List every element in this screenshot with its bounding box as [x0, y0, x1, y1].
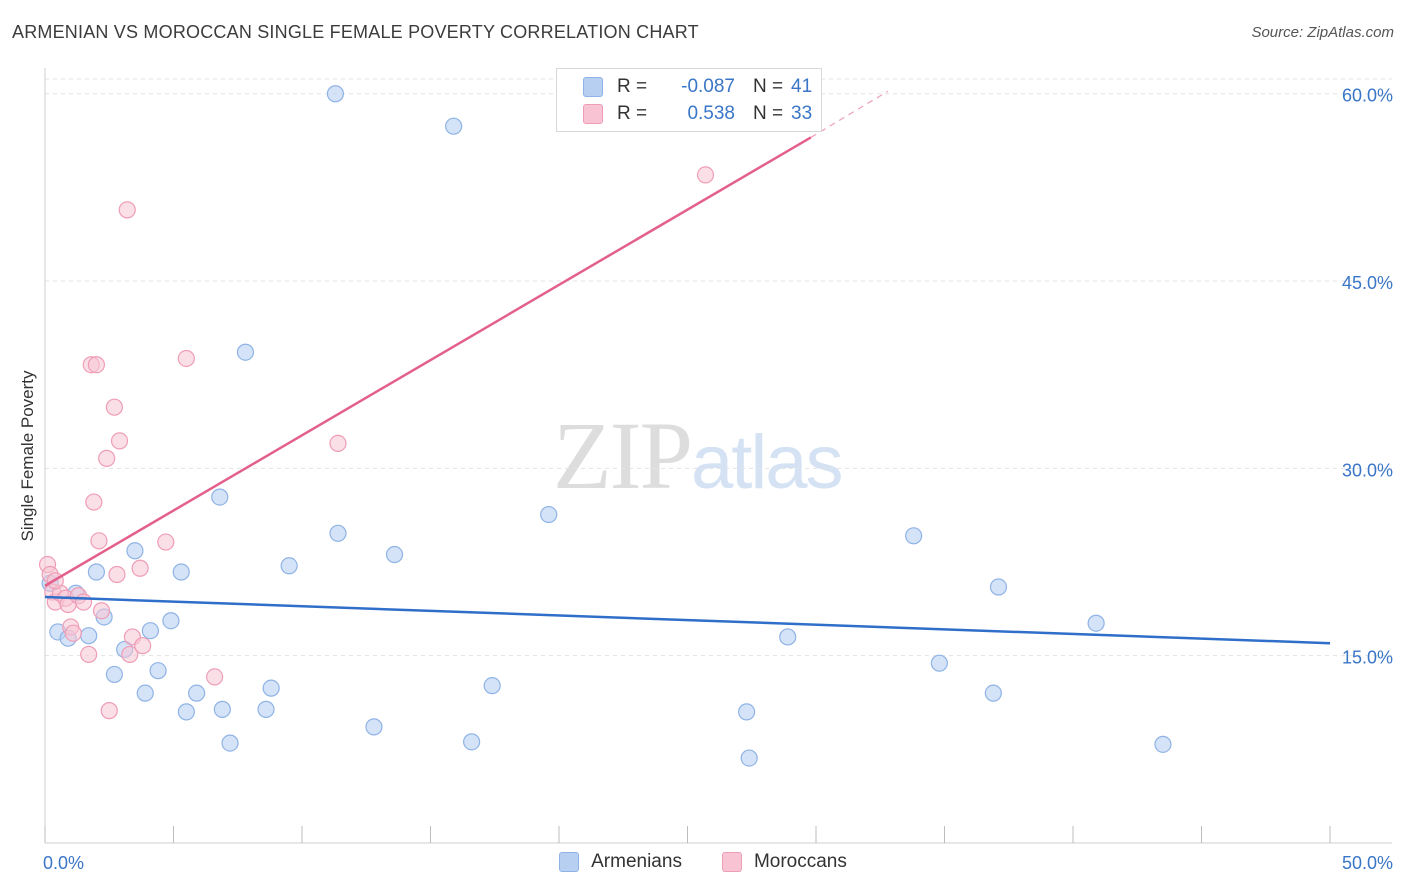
- moroccans-point: [105, 398, 123, 416]
- moroccans-point: [134, 637, 152, 655]
- y-tick-label: 30.0%: [1342, 460, 1393, 480]
- armenians-trend-line: [44, 595, 1331, 645]
- moroccans-point: [100, 702, 118, 720]
- armenians-legend-label: Armenians: [591, 851, 682, 872]
- armenians-point: [280, 557, 298, 575]
- watermark-atlas: atlas: [691, 420, 844, 505]
- moroccans-point: [64, 624, 82, 642]
- stats-legend: R = -0.087 N = 41 R = 0.538 N = 33: [556, 68, 822, 132]
- watermark: ZIPatlas: [553, 400, 844, 511]
- armenians-point: [483, 677, 501, 695]
- legend-r-label: R =: [617, 103, 648, 124]
- moroccans-point: [206, 668, 224, 686]
- armenians-point: [905, 527, 923, 545]
- armenians-legend-swatch: [559, 852, 580, 872]
- armenians-point: [738, 703, 756, 721]
- legend-n-value: 41: [791, 76, 813, 97]
- moroccans-point: [92, 602, 111, 620]
- grid-lines: [45, 78, 1392, 657]
- moroccans-point: [85, 493, 103, 511]
- legend-n-label: N =: [753, 103, 784, 124]
- legend-row-armenians: R = -0.087 N = 41: [557, 74, 812, 100]
- legend-row-moroccans: R = 0.538 N = 33: [557, 101, 812, 127]
- armenians-point: [779, 628, 797, 646]
- armenians-point: [211, 488, 229, 506]
- moroccans-point: [110, 432, 129, 450]
- moroccans-point: [121, 645, 139, 664]
- moroccans-point: [90, 532, 108, 550]
- armenians-point: [257, 700, 275, 718]
- armenians-point: [463, 733, 481, 751]
- legend-r-value: 0.538: [687, 103, 735, 124]
- legend-n-label: N =: [753, 76, 784, 97]
- armenians-point: [1087, 614, 1105, 632]
- armenians-point: [1154, 735, 1172, 753]
- moroccans-point: [74, 593, 93, 611]
- y-tick-label: 60.0%: [1342, 86, 1393, 106]
- watermark-zip: ZIP: [553, 402, 693, 509]
- armenians-point: [136, 684, 154, 702]
- moroccans-point: [131, 559, 149, 577]
- armenians-point: [105, 665, 123, 684]
- armenians-point: [740, 749, 758, 767]
- moroccans-point: [118, 201, 136, 219]
- armenians-point: [177, 703, 195, 721]
- x-tick-label-end: 50.0%: [1342, 853, 1393, 873]
- armenians-swatch: [583, 77, 603, 97]
- axes: [44, 68, 1392, 844]
- armenians-point: [126, 542, 144, 560]
- legend-item-moroccans[interactable]: Moroccans: [721, 851, 847, 873]
- legend-r-label: R =: [617, 76, 648, 97]
- chart-title: ARMENIAN VS MOROCCAN SINGLE FEMALE POVER…: [12, 22, 699, 42]
- legend-item-armenians[interactable]: Armenians: [559, 851, 682, 873]
- moroccans-legend-swatch: [721, 852, 742, 872]
- y-tick-label: 45.0%: [1342, 273, 1393, 293]
- y-tick-label: 15.0%: [1342, 648, 1393, 668]
- armenians-point: [80, 627, 98, 645]
- y-axis-title: Single Female Poverty: [18, 370, 37, 542]
- moroccans-point: [80, 645, 98, 664]
- moroccans-point: [177, 349, 195, 368]
- armenians-point: [930, 654, 948, 672]
- armenians-point: [365, 718, 383, 736]
- armenians-point: [445, 117, 463, 135]
- moroccans-swatch: [583, 104, 603, 124]
- armenians-point: [326, 85, 345, 103]
- moroccans-point: [157, 533, 175, 551]
- x-tick-label-start: 0.0%: [43, 853, 84, 873]
- moroccans-points: [38, 166, 715, 720]
- armenians-point: [385, 545, 404, 564]
- series-legend: Armenians Moroccans: [0, 851, 1406, 873]
- armenians-point: [262, 679, 280, 697]
- armenians-point: [221, 734, 239, 752]
- armenians-points: [41, 85, 1172, 767]
- armenians-point: [172, 563, 190, 581]
- moroccans-legend-label: Moroccans: [753, 851, 847, 872]
- legend-n-value: 33: [791, 103, 813, 124]
- moroccans-point: [87, 356, 106, 374]
- armenians-point: [213, 700, 231, 718]
- armenians-point: [149, 662, 167, 680]
- moroccans-point: [696, 166, 715, 184]
- legend-r-value: -0.087: [681, 76, 735, 97]
- source-label: Source: ZipAtlas.com: [1251, 24, 1394, 41]
- armenians-point: [540, 505, 558, 524]
- armenians-point: [236, 343, 255, 361]
- armenians-point: [162, 612, 180, 630]
- moroccans-trend-line: [44, 136, 812, 587]
- armenians-point: [989, 578, 1008, 596]
- trend-lines: [44, 90, 1331, 645]
- armenians-point: [188, 684, 206, 702]
- armenians-point: [87, 563, 106, 581]
- moroccans-point: [329, 434, 347, 452]
- armenians-point: [329, 524, 347, 542]
- moroccans-point: [98, 449, 116, 467]
- moroccans-trend-extension: [810, 90, 889, 138]
- armenians-point: [984, 684, 1002, 702]
- moroccans-point: [108, 565, 126, 584]
- armenians-point: [141, 622, 159, 640]
- tick-labels: 15.0% 30.0% 45.0% 60.0% 0.0% 50.0% Single Fema…: [18, 86, 1393, 873]
